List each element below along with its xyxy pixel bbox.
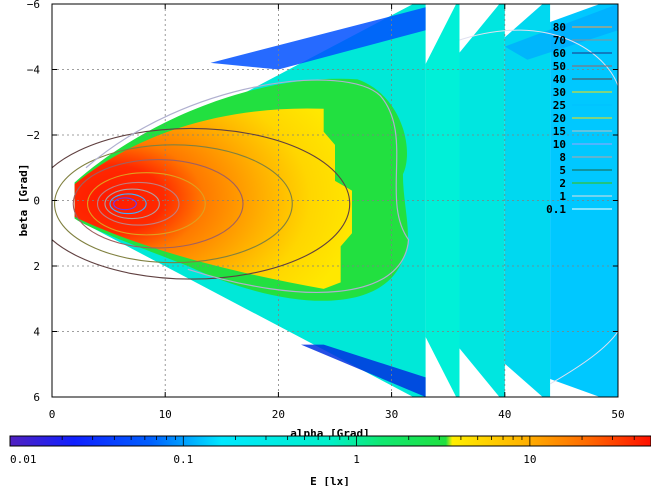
contour-line <box>459 29 618 87</box>
contour-line <box>96 181 180 226</box>
colorbar-tick-label: 1 <box>353 453 360 466</box>
colorbar-title: E [lx] <box>310 475 350 486</box>
legend-label: 0.1 <box>546 203 566 216</box>
legend-label: 1 <box>559 190 566 203</box>
legend-label: 40 <box>553 73 566 86</box>
contour-line <box>113 197 137 211</box>
y-tick-label: 4 <box>33 326 40 339</box>
heatmap-band <box>425 4 460 397</box>
heatmap-band <box>504 4 551 397</box>
legend-label: 50 <box>553 60 566 73</box>
contour-line <box>85 79 410 294</box>
legend-label: 15 <box>553 125 566 138</box>
y-tick-label: 0 <box>33 195 40 208</box>
legend-label: 60 <box>553 47 566 60</box>
x-tick-label: 40 <box>498 408 511 421</box>
legend-label: 10 <box>553 138 566 151</box>
x-axis-ticks: 0 10 20 30 40 50 <box>49 4 625 421</box>
legend-label: 80 <box>553 21 566 34</box>
contour-line <box>52 127 351 280</box>
grid-lines <box>52 4 618 397</box>
legend-label: 5 <box>559 164 566 177</box>
heatmap-hot-region <box>74 108 352 289</box>
y-axis-ticks: −6 −4 −2 0 2 4 6 <box>27 0 618 404</box>
colorbar-tick-label: 0.1 <box>173 453 193 466</box>
x-tick-label: 20 <box>272 408 285 421</box>
colorbar-ticks: 0.01 0.1 1 10 <box>9 436 651 466</box>
legend-label: 2 <box>559 177 566 190</box>
y-tick-label: −6 <box>27 0 40 11</box>
y-axis-title: beta [Grad] <box>17 164 30 237</box>
heatmap-edge-region <box>504 4 618 60</box>
contour-lines <box>52 29 618 385</box>
heatmap-edge-region <box>301 344 426 397</box>
contour-line <box>53 144 293 264</box>
contour-line <box>109 193 147 215</box>
x-tick-label: 50 <box>611 408 624 421</box>
legend-label: 30 <box>553 86 566 99</box>
colorbar <box>9 435 651 447</box>
contour-line <box>72 159 244 249</box>
x-tick-label: 10 <box>159 408 172 421</box>
y-tick-label: 2 <box>33 260 40 273</box>
legend-label: 8 <box>559 151 566 164</box>
legend-label: 70 <box>553 34 566 47</box>
colorbar-tick-label: 10 <box>523 453 536 466</box>
heatmap-band <box>459 4 505 397</box>
heatmap-layer <box>74 4 618 397</box>
x-tick-label: 30 <box>385 408 398 421</box>
legend-label: 25 <box>553 99 566 112</box>
y-tick-label: 6 <box>33 391 40 404</box>
heatmap-edge-region <box>210 7 426 70</box>
y-tick-label: −4 <box>27 64 41 77</box>
colorbar-tick-label: 0.01 <box>10 453 37 466</box>
x-tick-label: 0 <box>49 408 56 421</box>
contour-line <box>86 172 206 236</box>
heatmap-band <box>550 4 618 397</box>
contour-line <box>104 188 160 220</box>
y-tick-label: −2 <box>27 129 40 142</box>
contour-line <box>549 331 618 385</box>
legend-label: 20 <box>553 112 566 125</box>
